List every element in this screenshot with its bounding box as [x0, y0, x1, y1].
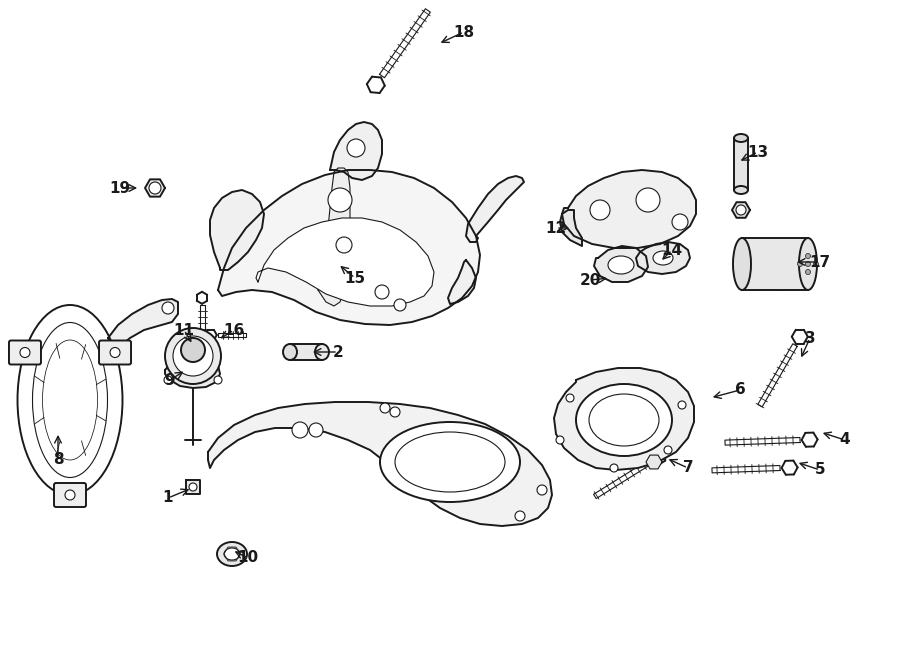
Circle shape — [515, 511, 525, 521]
Circle shape — [736, 205, 746, 215]
Text: 6: 6 — [734, 383, 745, 397]
Polygon shape — [318, 168, 350, 306]
Circle shape — [806, 254, 811, 258]
Text: 2: 2 — [333, 344, 344, 359]
Polygon shape — [734, 138, 748, 190]
Ellipse shape — [799, 238, 817, 290]
Polygon shape — [210, 190, 264, 270]
Circle shape — [566, 394, 574, 402]
Polygon shape — [448, 260, 476, 304]
Circle shape — [636, 188, 660, 212]
Circle shape — [556, 436, 564, 444]
Text: 8: 8 — [53, 453, 63, 467]
Polygon shape — [560, 210, 582, 246]
Polygon shape — [732, 202, 750, 218]
Circle shape — [678, 401, 686, 409]
Ellipse shape — [733, 238, 751, 290]
Polygon shape — [256, 218, 434, 306]
Polygon shape — [165, 356, 220, 388]
Ellipse shape — [380, 422, 520, 502]
Circle shape — [65, 490, 75, 500]
Text: 7: 7 — [683, 461, 693, 475]
FancyBboxPatch shape — [99, 340, 131, 365]
Polygon shape — [646, 455, 662, 469]
Text: 3: 3 — [805, 330, 815, 346]
Circle shape — [347, 139, 365, 157]
Polygon shape — [594, 246, 648, 282]
Circle shape — [537, 485, 547, 495]
Polygon shape — [208, 402, 552, 526]
Ellipse shape — [653, 251, 673, 265]
Ellipse shape — [734, 186, 748, 194]
Text: 16: 16 — [223, 322, 245, 338]
Circle shape — [806, 269, 811, 275]
Circle shape — [380, 403, 390, 413]
Circle shape — [664, 446, 672, 454]
Text: 18: 18 — [454, 24, 474, 40]
Circle shape — [672, 214, 688, 230]
Ellipse shape — [608, 256, 634, 274]
Circle shape — [814, 261, 818, 267]
FancyBboxPatch shape — [54, 483, 86, 507]
Ellipse shape — [576, 384, 672, 456]
Text: 5: 5 — [814, 463, 825, 477]
Circle shape — [309, 423, 323, 437]
Text: 9: 9 — [165, 373, 176, 387]
Circle shape — [336, 237, 352, 253]
Text: 1: 1 — [163, 491, 174, 506]
Circle shape — [394, 299, 406, 311]
Circle shape — [610, 464, 618, 472]
FancyBboxPatch shape — [9, 340, 41, 365]
Polygon shape — [290, 344, 322, 360]
Text: 4: 4 — [840, 432, 850, 448]
Circle shape — [797, 261, 803, 267]
Text: 12: 12 — [545, 220, 567, 236]
Polygon shape — [186, 480, 200, 494]
Circle shape — [375, 285, 389, 299]
Circle shape — [328, 188, 352, 212]
Circle shape — [590, 200, 610, 220]
Text: 11: 11 — [174, 322, 194, 338]
Polygon shape — [554, 368, 694, 470]
Circle shape — [110, 348, 120, 357]
Circle shape — [292, 422, 308, 438]
Text: 20: 20 — [580, 273, 600, 287]
Circle shape — [806, 261, 811, 267]
Circle shape — [214, 376, 222, 384]
Circle shape — [164, 376, 172, 384]
Text: 14: 14 — [662, 242, 682, 258]
Ellipse shape — [224, 548, 240, 560]
Text: 17: 17 — [809, 254, 831, 269]
Ellipse shape — [217, 542, 247, 566]
Circle shape — [173, 336, 213, 376]
Polygon shape — [466, 176, 524, 242]
Circle shape — [165, 328, 221, 384]
Ellipse shape — [283, 344, 297, 360]
Polygon shape — [145, 179, 165, 197]
Circle shape — [390, 407, 400, 417]
Polygon shape — [562, 170, 696, 248]
Ellipse shape — [734, 134, 748, 142]
Text: 19: 19 — [110, 181, 130, 195]
Text: 13: 13 — [747, 144, 769, 160]
Circle shape — [149, 182, 161, 194]
Text: 10: 10 — [238, 551, 258, 565]
Polygon shape — [742, 238, 808, 290]
Polygon shape — [636, 242, 690, 274]
Ellipse shape — [315, 344, 329, 360]
Circle shape — [162, 302, 174, 314]
Circle shape — [181, 338, 205, 362]
Polygon shape — [330, 122, 382, 180]
Circle shape — [189, 483, 197, 491]
Polygon shape — [218, 170, 480, 325]
Circle shape — [20, 348, 30, 357]
Text: 15: 15 — [345, 271, 365, 285]
Polygon shape — [108, 299, 178, 358]
